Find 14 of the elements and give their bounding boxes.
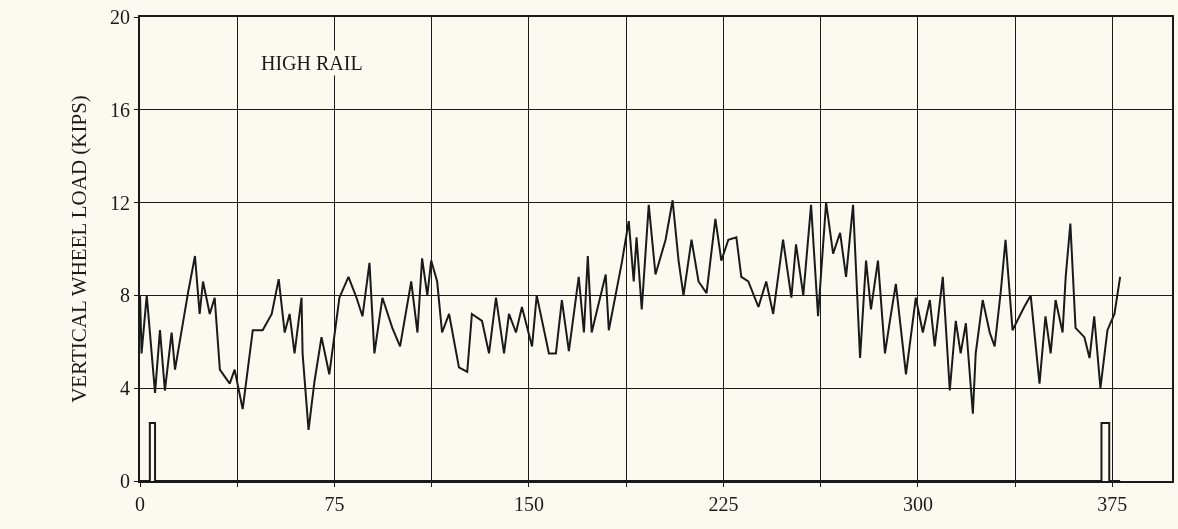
x-tick-label: 225 — [708, 493, 739, 515]
annotation: HIGH RAIL — [261, 52, 363, 74]
x-tick-label: 75 — [324, 493, 345, 515]
y-tick-label: 0 — [120, 470, 130, 492]
y-tick-label: 12 — [110, 191, 130, 214]
y-tick-label: 20 — [110, 6, 130, 28]
y-axis-title: VERTICAL WHEEL LOAD (KIPS) — [66, 95, 91, 403]
x-tick-label: 300 — [902, 493, 933, 515]
x-tick-label: 0 — [135, 493, 145, 515]
x-tick-label: 150 — [513, 493, 544, 515]
x-tick-label: 375 — [1097, 493, 1128, 515]
y-tick-label: 8 — [120, 284, 130, 307]
y-tick-label: 4 — [120, 377, 130, 400]
y-tick-label: 16 — [110, 98, 130, 121]
